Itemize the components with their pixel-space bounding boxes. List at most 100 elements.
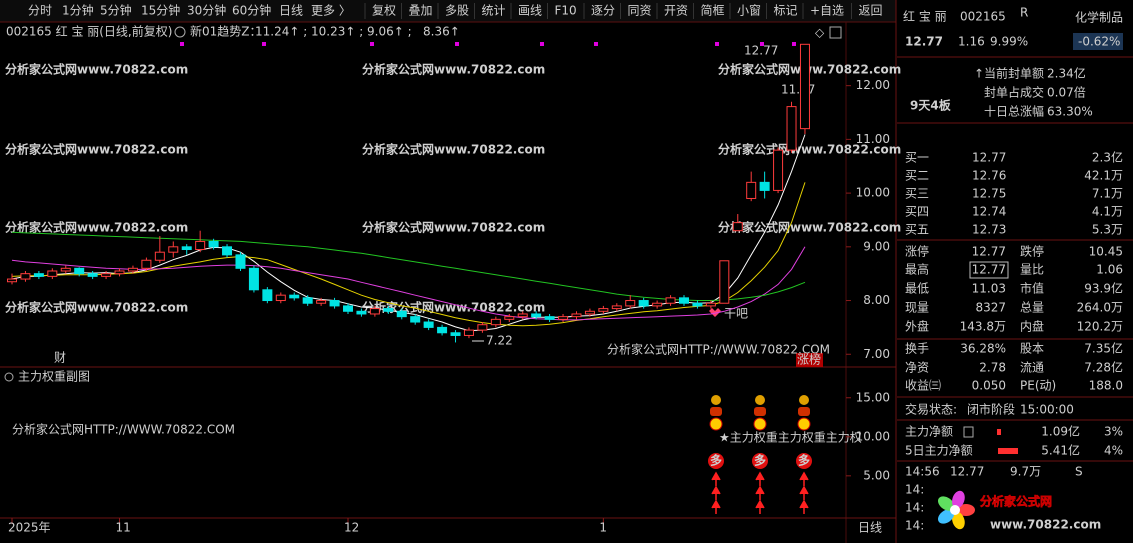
toolbar-item[interactable]: 1分钟	[62, 3, 94, 18]
toolbar-item[interactable]: F10	[555, 4, 577, 18]
x-tick-label: 12	[344, 521, 359, 535]
watermark: 分析家公式网www.70822.com	[5, 300, 188, 315]
toolbar-item[interactable]: 小窗	[737, 4, 761, 18]
icon-diamond[interactable]: ◇	[815, 26, 825, 40]
candle-body	[168, 246, 179, 253]
candle-body	[316, 300, 327, 304]
toolbar-item[interactable]: 开资	[664, 4, 688, 18]
seal-value: 0.07倍	[1047, 85, 1086, 100]
signal-icon	[709, 308, 721, 317]
book-price: 12.74	[972, 205, 1006, 219]
stat-value: 7.35亿	[1084, 341, 1123, 356]
signal-dot	[540, 42, 544, 46]
toolbar-item[interactable]: 日线	[279, 4, 303, 18]
toolbar-item[interactable]: 5分钟	[100, 3, 132, 18]
watermark: 分析家公式网www.70822.com	[5, 62, 188, 77]
tick-cell: 14:	[905, 519, 924, 533]
toolbar-item[interactable]: 逐分	[591, 4, 615, 18]
stat-value: 143.8万	[960, 320, 1006, 334]
bag-icon	[710, 407, 722, 416]
stat-label: PE(动)	[1020, 379, 1056, 393]
seal-value: 63.30%	[1047, 105, 1093, 119]
candle-body	[773, 149, 784, 191]
coin-icon	[709, 417, 723, 431]
logo-petal	[938, 509, 955, 524]
stat-label: 股本	[1020, 342, 1044, 356]
candle-body	[7, 278, 17, 283]
subchart-title: 主力权重副图	[18, 370, 90, 384]
toolbar-item[interactable]: 60分钟	[232, 3, 271, 18]
tick-cell: 12.77	[950, 465, 984, 479]
book-volume: 42.1万	[1084, 169, 1123, 183]
stat-label: 流通	[1020, 361, 1044, 375]
toolbar-item[interactable]: 同资	[628, 4, 652, 18]
indicator-name: 新01趋势Z：	[190, 24, 262, 39]
stat-label: 内盘	[1020, 319, 1044, 334]
candle-body	[611, 305, 622, 310]
stat-label: 最高	[905, 262, 929, 277]
toolbar-item[interactable]: 多股	[445, 4, 469, 18]
badge	[708, 453, 724, 469]
candle-body	[369, 308, 380, 315]
seal-label: 封单占成交	[984, 85, 1044, 100]
toolbar-item[interactable]: 简框	[701, 4, 725, 18]
annotation-signal: 干吧	[724, 307, 748, 321]
seal-label: ↑当前封单额	[974, 66, 1044, 81]
candle-body	[383, 308, 394, 312]
seal-label: 十日总涨幅	[984, 104, 1044, 119]
candle-body	[87, 273, 98, 277]
change: 1.16	[958, 35, 985, 49]
toolbar-item[interactable]: 分时	[28, 4, 52, 18]
badge-text: 多	[798, 453, 810, 468]
toolbar-item[interactable]: 画线	[518, 4, 542, 18]
icon-window[interactable]	[829, 26, 842, 39]
signal-dot	[760, 42, 764, 46]
candle-body	[679, 297, 689, 304]
flow-icon	[963, 426, 974, 438]
toolbar-item[interactable]: 返回	[859, 4, 883, 18]
candle-body	[195, 240, 206, 251]
toolbar-item[interactable]: 统计	[482, 4, 506, 18]
candle-body	[450, 332, 461, 336]
arrow	[799, 499, 809, 514]
arrow	[755, 499, 765, 514]
bag-icon	[754, 407, 766, 416]
arrow	[799, 471, 809, 486]
candle-body	[356, 310, 367, 315]
stat-label: 量比	[1020, 263, 1044, 277]
toolbar-item[interactable]: 标记	[774, 4, 798, 18]
stat-value: 120.2万	[1077, 320, 1123, 334]
candle-body	[705, 302, 716, 307]
candle-body	[477, 324, 488, 331]
toolbar-item[interactable]: 更多 〉	[311, 4, 351, 18]
rank-badge	[796, 353, 823, 367]
book-label: 买一	[905, 151, 929, 165]
x-tick-label: 11	[116, 521, 131, 535]
subchart-label: ★主力权重主力权重主力权	[719, 431, 862, 445]
y-tick-label: 12.00	[856, 78, 890, 92]
settings-icon[interactable]	[174, 26, 186, 38]
candle-body	[114, 270, 125, 275]
flow-bar	[998, 448, 1018, 454]
candle-body	[208, 240, 219, 248]
y-tick-label: 15.00	[856, 390, 890, 404]
toolbar-item[interactable]: 15分钟	[141, 3, 180, 18]
candle-body	[141, 259, 152, 269]
book-label: 买三	[905, 187, 929, 201]
stat-value: 0.050	[972, 379, 1006, 393]
signal-dot	[715, 42, 719, 46]
watermark: 分析家公式网www.70822.com	[362, 220, 545, 235]
candle-body	[638, 300, 649, 307]
candle-body	[786, 106, 797, 151]
flow-label: 主力净额	[905, 425, 953, 439]
toolbar-item[interactable]: 30分钟	[187, 3, 226, 18]
toolbar-item[interactable]: 叠加	[409, 4, 433, 18]
toolbar-item[interactable]: 复权	[372, 4, 396, 18]
candle-body	[235, 254, 246, 269]
candle-body	[504, 316, 515, 320]
toolbar-item[interactable]: +自选	[810, 4, 844, 18]
signal-dot	[792, 42, 796, 46]
stat-value: 264.0万	[1077, 301, 1123, 315]
candle-body	[517, 313, 528, 318]
